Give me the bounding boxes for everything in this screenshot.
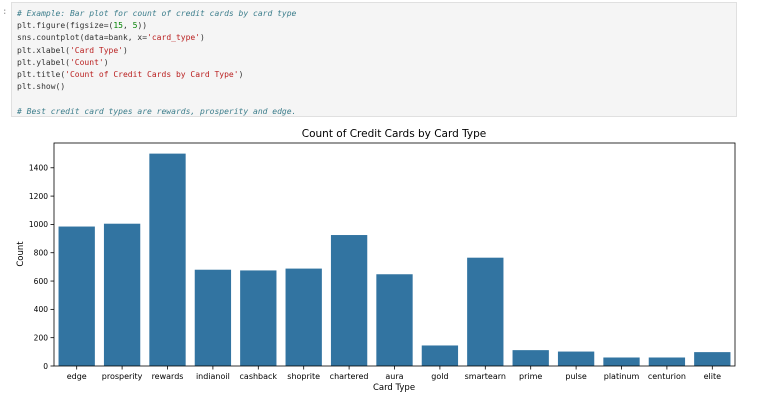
x-tick-label: cashback: [240, 372, 278, 381]
bar-edge: [58, 226, 95, 366]
cell-prompt: :: [2, 7, 8, 17]
code-token: ): [103, 57, 109, 67]
code-token: 'card_type': [147, 33, 201, 43]
code-line: [17, 93, 296, 105]
x-tick-label: prime: [519, 372, 542, 381]
x-axis-label: Card Type: [373, 383, 415, 393]
bar-chart: Count of Credit Cards by Card Type Card …: [16, 128, 736, 393]
x-axis: edge prosperity rewards indianoil cashback sh…: [67, 366, 721, 381]
code-line: plt.title('Count of Credit Cards by Card…: [17, 69, 296, 81]
bar-aura: [376, 274, 413, 366]
x-tick-label: indianoil: [196, 372, 230, 381]
code-token: plt.show(): [17, 82, 66, 92]
y-tick-label: 400: [34, 305, 49, 314]
x-tick-label: aura: [385, 372, 403, 381]
x-tick-label: centurion: [648, 372, 686, 381]
code-token: ,: [122, 21, 133, 31]
y-axis-label: Count: [16, 241, 26, 267]
bar-elite: [694, 352, 731, 366]
code-token: # Best credit card types are rewards, pr…: [17, 106, 297, 116]
code-line: plt.figure(figsize=(15, 5)): [17, 20, 296, 32]
y-tick-label: 1000: [29, 220, 48, 229]
bar-chartered: [330, 235, 368, 366]
code-token: sns.countplot(data=bank, x=: [17, 33, 148, 43]
x-tick-label: shoprite: [287, 372, 320, 381]
y-tick-label: 1400: [29, 164, 48, 173]
code-token: ): [238, 69, 244, 79]
x-tick-label: chartered: [330, 372, 369, 381]
code-token: )): [137, 21, 148, 31]
y-axis: 0 200 400 600 800 1000 1200 1400: [29, 164, 54, 371]
code-line: plt.show(): [17, 81, 296, 93]
code-token: plt.xlabel(: [17, 45, 70, 55]
bar-prime: [512, 350, 549, 366]
y-tick-label: 1200: [29, 192, 48, 201]
code-token: plt.title(: [17, 69, 66, 79]
code-editor[interactable]: # Example: Bar plot for count of credit …: [17, 8, 296, 118]
code-line: plt.ylabel('Count'): [17, 57, 296, 69]
plot-frame: [53, 142, 736, 367]
bar-centurion: [648, 357, 686, 366]
code-token: # Example: Bar plot for count of credit …: [17, 9, 297, 18]
bars-group: [58, 153, 731, 366]
x-tick-label: gold: [431, 372, 448, 381]
y-tick-label: 800: [34, 249, 49, 258]
bar-platinum: [603, 357, 640, 366]
code-cell[interactable]: # Example: Bar plot for count of credit …: [11, 2, 737, 117]
bar-gold: [421, 345, 459, 366]
x-tick-label: edge: [67, 372, 87, 381]
y-tick-label: 0: [43, 362, 48, 371]
code-token: ): [122, 45, 128, 55]
x-tick-label: rewards: [152, 372, 184, 381]
bar-cashback: [240, 270, 277, 366]
code-token: ): [200, 33, 205, 43]
code-line: plt.xlabel('Card Type'): [17, 45, 296, 57]
bar-smartearn: [467, 257, 504, 366]
bar-prosperity: [103, 223, 141, 366]
x-tick-label: elite: [704, 372, 722, 381]
code-token: 'Card Type': [69, 45, 123, 55]
bar-pulse: [557, 351, 595, 366]
x-tick-label: pulse: [565, 372, 587, 381]
x-tick-label: smartearn: [465, 372, 506, 381]
code-line: # Example: Bar plot for count of credit …: [17, 8, 296, 20]
bar-indianoil: [194, 269, 232, 366]
code-token: 15: [113, 21, 123, 31]
chart-title: Count of Credit Cards by Card Type: [302, 128, 487, 140]
y-tick-label: 200: [34, 333, 49, 342]
x-tick-label: platinum: [604, 372, 640, 381]
x-tick-label: prosperity: [102, 372, 143, 381]
bar-rewards: [149, 153, 186, 366]
code-token: 'Count of Credit Cards by Card Type': [65, 69, 239, 79]
code-token: 'Count': [69, 57, 104, 67]
code-token: 5: [132, 21, 138, 31]
code-line: sns.countplot(data=bank, x='card_type'): [17, 32, 296, 44]
y-tick-label: 600: [34, 277, 49, 286]
bar-shoprite: [285, 268, 322, 366]
code-token: plt.ylabel(: [17, 57, 70, 67]
code-token: plt.figure(figsize=(: [17, 21, 114, 31]
code-line: # Best credit card types are rewards, pr…: [17, 106, 296, 118]
